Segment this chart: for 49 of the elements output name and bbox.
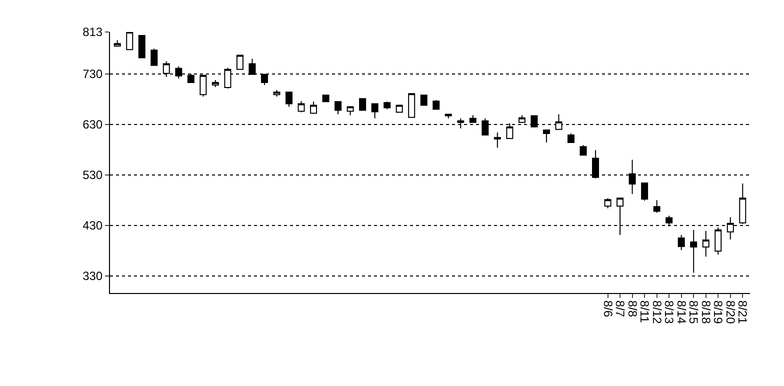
candlestick (114, 40, 121, 47)
candlestick (653, 200, 660, 214)
x-tick-label: 8/18 (698, 300, 713, 324)
x-tick-label: 8/12 (650, 300, 664, 324)
y-tick-label: 813 (82, 25, 103, 40)
candlestick (286, 92, 293, 108)
candlestick (690, 229, 698, 274)
candlestick (678, 234, 685, 251)
x-tick-label: 8/20 (723, 300, 738, 324)
candlestick (604, 198, 612, 209)
candlestick (322, 94, 330, 102)
candlestick (310, 101, 318, 114)
candlestick (298, 100, 305, 113)
x-tick-label: 8/14 (674, 300, 688, 324)
candlestick (702, 230, 710, 258)
x-tick-label: 8/19 (711, 300, 726, 324)
candlestick (138, 35, 146, 58)
candlestick (273, 90, 280, 98)
candlestick (444, 114, 452, 119)
candlestick (432, 100, 440, 110)
candlestick (334, 101, 342, 115)
candlestick (396, 104, 403, 113)
candlestick (384, 101, 391, 110)
candlestick (641, 182, 648, 202)
y-tick-label: 630 (82, 118, 103, 132)
candlestick (542, 129, 550, 144)
x-tick-label: 8/15 (686, 300, 701, 324)
candlestick (567, 132, 574, 144)
y-tick-label: 530 (82, 168, 103, 182)
x-tick-label: 8/13 (662, 300, 676, 324)
y-tick-label: 730 (82, 67, 103, 82)
x-tick-label: 8/7 (613, 300, 628, 318)
candlestick (420, 94, 428, 106)
candlestick (346, 106, 354, 116)
x-tick-label: 8/6 (600, 300, 615, 318)
candlestick (359, 98, 366, 111)
x-tick-label: 8/11 (638, 300, 652, 324)
candlestick (494, 132, 501, 148)
candlestick (408, 93, 416, 118)
y-tick-label: 430 (82, 218, 103, 233)
candlestick (212, 79, 219, 88)
candlestick (580, 144, 587, 156)
candlestick (371, 103, 378, 119)
x-tick-label: 8/8 (625, 300, 640, 318)
candlestick (236, 54, 244, 70)
y-tick-label: 330 (82, 269, 103, 284)
candlestick (126, 32, 134, 50)
x-tick-label: 8/21 (736, 300, 750, 324)
candlestick (150, 48, 158, 66)
